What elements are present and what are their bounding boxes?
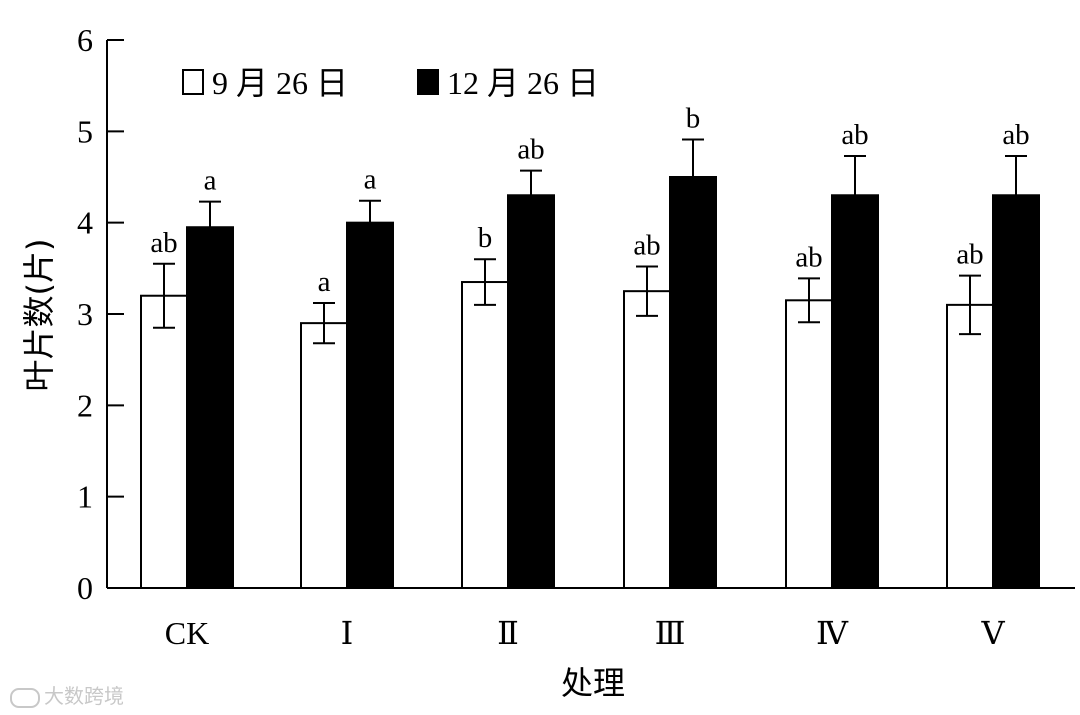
x-tick-label: Ⅴ bbox=[980, 615, 1005, 651]
bar bbox=[507, 194, 555, 589]
y-tick-label: 4 bbox=[77, 205, 93, 241]
bar bbox=[992, 194, 1040, 589]
y-tick-label: 2 bbox=[77, 387, 93, 423]
legend-label: 9 月 26 日 bbox=[212, 65, 348, 101]
watermark-logo-icon bbox=[10, 687, 40, 708]
x-axis-title: 处理 bbox=[561, 664, 625, 702]
watermark-text: 大数跨境 bbox=[44, 684, 124, 708]
y-tick-label: 6 bbox=[77, 22, 93, 58]
bar bbox=[831, 194, 879, 589]
x-tick-label: CK bbox=[165, 615, 209, 651]
significance-label: ab bbox=[956, 239, 983, 271]
axes: 0 1 2 3 4 5 6 CK Ⅰ Ⅱ Ⅲ Ⅳ Ⅴ bbox=[77, 22, 1075, 651]
significance-label: a bbox=[204, 165, 217, 197]
significance-label: a bbox=[364, 164, 377, 196]
bar bbox=[346, 221, 394, 590]
significance-label: b bbox=[478, 222, 493, 254]
significance-label: ab bbox=[633, 230, 660, 262]
significance-label: a bbox=[318, 266, 331, 298]
bar bbox=[186, 226, 234, 589]
y-tick-label: 5 bbox=[77, 113, 93, 149]
significance-label: b bbox=[686, 103, 701, 135]
legend-swatch bbox=[182, 69, 204, 95]
legend-label: 12 月 26 日 bbox=[447, 65, 599, 101]
significance-label: ab bbox=[150, 227, 177, 259]
x-tick-label: Ⅳ bbox=[816, 615, 849, 651]
y-tick-label: 0 bbox=[77, 570, 93, 606]
significance-label: ab bbox=[1002, 119, 1029, 151]
bar bbox=[461, 281, 509, 589]
bar bbox=[300, 322, 348, 589]
legend-swatch bbox=[417, 69, 439, 95]
bar bbox=[140, 294, 188, 589]
x-tick-label: Ⅱ bbox=[497, 615, 519, 651]
y-axis-title: 叶片数(片) bbox=[20, 239, 58, 392]
significance-label: ab bbox=[517, 134, 544, 166]
y-tick-label: 1 bbox=[77, 479, 93, 515]
y-tick-label: 3 bbox=[77, 296, 93, 332]
legend: 9 月 26 日 12 月 26 日 bbox=[182, 65, 599, 101]
bar bbox=[669, 176, 717, 589]
x-tick-label: Ⅰ bbox=[341, 615, 354, 651]
bar bbox=[623, 290, 671, 589]
significance-label: ab bbox=[795, 241, 822, 273]
bar bbox=[785, 299, 833, 589]
significance-label: ab bbox=[841, 119, 868, 151]
watermark: 大数跨境 bbox=[10, 680, 124, 709]
bar bbox=[946, 303, 994, 589]
x-tick-label: Ⅲ bbox=[655, 615, 686, 651]
